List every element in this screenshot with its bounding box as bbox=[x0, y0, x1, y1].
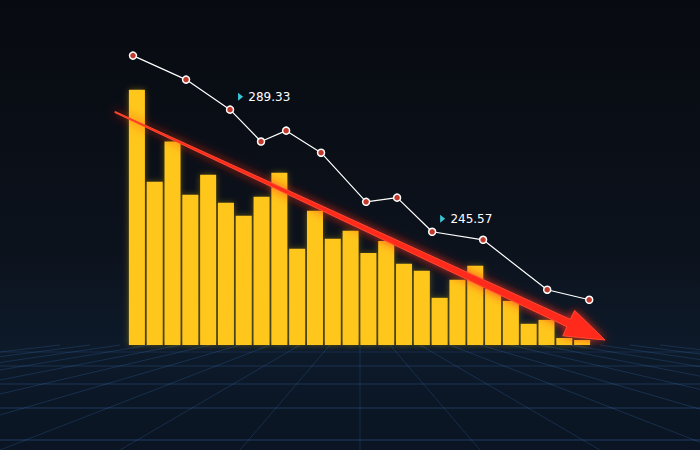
svg-text:245.57: 245.57 bbox=[450, 212, 492, 226]
svg-text:289.33: 289.33 bbox=[248, 90, 290, 104]
